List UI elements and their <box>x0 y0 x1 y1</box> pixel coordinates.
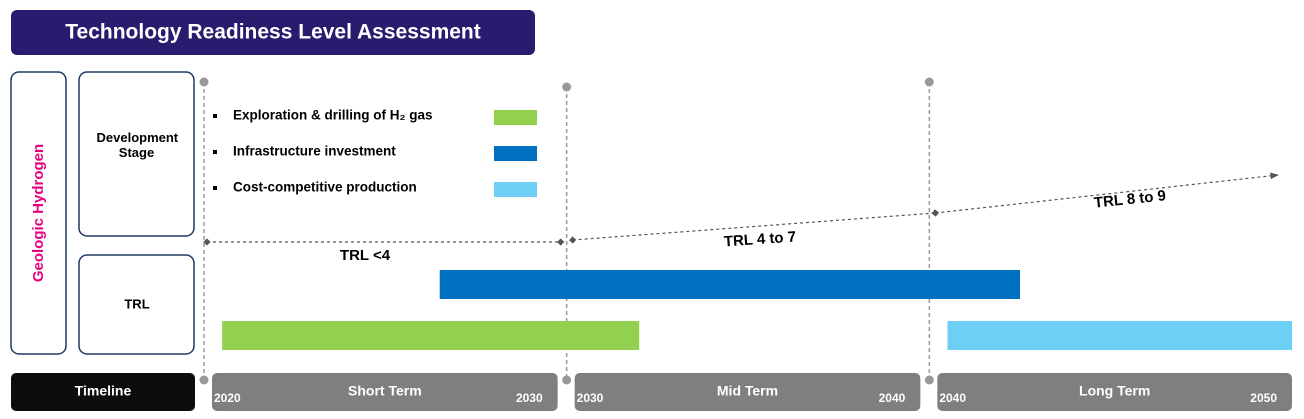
title: Technology Readiness Level Assessment <box>65 21 481 44</box>
period-start: 2020 <box>214 391 241 405</box>
row-label-wrap: Development Stage <box>96 130 179 160</box>
period-box <box>937 373 1292 411</box>
timeline-label: Timeline <box>75 383 132 399</box>
trl-arrow <box>569 209 939 244</box>
period-end: 2050 <box>1250 391 1277 405</box>
trl-label: TRL <4 <box>340 247 391 264</box>
period-name: Short Term <box>348 383 422 399</box>
bar <box>439 270 1020 299</box>
period-name: Mid Term <box>717 383 778 399</box>
title-box <box>11 10 535 55</box>
divider-dot <box>199 77 209 87</box>
legend-swatch <box>494 182 537 197</box>
divider-dot <box>924 77 934 87</box>
legend-label: Infrastructure investment <box>233 144 396 159</box>
bullet <box>213 186 217 190</box>
divider-dot <box>199 375 209 385</box>
trl-label: TRL 4 to 7 <box>723 228 796 250</box>
period-end: 2030 <box>516 391 543 405</box>
row-box <box>78 71 195 237</box>
side-box <box>10 71 67 355</box>
period-start: 2030 <box>577 391 604 405</box>
trl-label: TRL 8 to 9 <box>1093 187 1167 211</box>
divider-dot <box>924 375 934 385</box>
divider-dot <box>562 375 572 385</box>
side-label: Geologic Hydrogen <box>30 144 47 282</box>
row-label: TRL <box>124 296 149 311</box>
bullet <box>213 114 217 118</box>
row-box <box>78 254 195 355</box>
legend-label: Exploration & drilling of H₂ gas <box>233 108 433 123</box>
period-box <box>212 373 558 411</box>
bullet <box>213 150 217 154</box>
row-label: Development Stage <box>96 130 179 160</box>
legend-swatch <box>494 146 537 161</box>
divider-dot <box>562 82 572 92</box>
bar <box>947 321 1292 350</box>
dynamic: Short Term 2020 2030 Mid Term 2030 2040 Long T… <box>199 77 1292 411</box>
period-box <box>574 373 921 411</box>
bar <box>222 321 640 350</box>
period-start: 2040 <box>939 391 966 405</box>
legend-swatch <box>494 110 537 125</box>
timeline-box <box>11 373 195 411</box>
legend-label: Cost-competitive production <box>233 180 417 195</box>
period-name: Long Term <box>1079 383 1150 399</box>
period-end: 2040 <box>879 391 906 405</box>
